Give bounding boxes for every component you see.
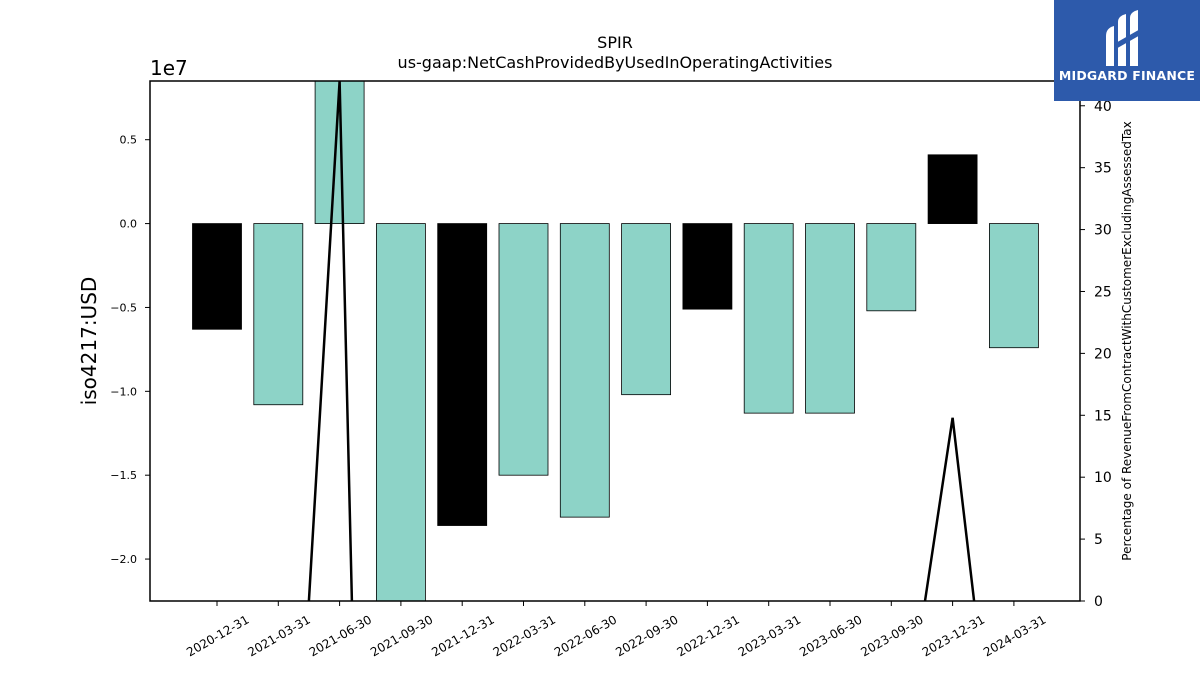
- y-right-tick-label: 40: [1094, 99, 1112, 115]
- y-tick-label: −2.0: [110, 553, 137, 566]
- bar: [621, 223, 671, 396]
- bar: [559, 223, 610, 518]
- y-tick-label: −1.0: [110, 385, 137, 398]
- y-right-tick-label: 5: [1094, 532, 1103, 548]
- bar: [498, 223, 549, 476]
- y-tick-label: 0.5: [120, 134, 138, 147]
- x-tick-label: 2023-12-31: [920, 612, 987, 659]
- x-tick-label: 2023-06-30: [797, 612, 864, 659]
- x-tick-label: 2022-09-30: [613, 612, 680, 659]
- y-right-tick-label: 15: [1094, 408, 1112, 424]
- bar: [192, 223, 242, 330]
- bar: [682, 223, 733, 310]
- x-tick-label: 2022-03-31: [491, 612, 558, 659]
- plot-frame: [149, 80, 1081, 602]
- y-right-tick-label: 20: [1094, 346, 1112, 362]
- x-tick-label: 2021-09-30: [368, 612, 435, 659]
- x-tick-label: 2022-06-30: [552, 612, 619, 659]
- bar: [253, 223, 304, 406]
- y-right-tick-label: 0: [1094, 594, 1103, 610]
- line-segment: [923, 417, 976, 601]
- x-tick-label: 2021-03-31: [245, 612, 312, 659]
- bar: [743, 223, 794, 414]
- x-tick-label: 2023-09-30: [858, 612, 925, 659]
- y-tick-label: −1.5: [110, 469, 137, 482]
- x-tick-label: 2024-03-31: [981, 612, 1048, 659]
- bar: [989, 223, 1039, 349]
- x-tick-label: 2020-12-31: [184, 612, 251, 659]
- bar: [805, 223, 855, 414]
- x-tick-label: 2022-12-31: [674, 612, 741, 659]
- bar: [375, 223, 426, 601]
- y-tick-label: −0.5: [110, 301, 137, 314]
- bar: [866, 223, 917, 312]
- bar: [437, 223, 488, 526]
- x-tick-label: 2021-06-30: [307, 612, 374, 659]
- y-axis-label-right: Percentage of RevenueFromContractWithCus…: [1120, 121, 1134, 560]
- bar: [927, 154, 978, 224]
- line-series: [307, 81, 976, 601]
- logo-text: MIDGARD FINANCE: [1058, 68, 1196, 83]
- y-tick-label: 0.0: [120, 218, 138, 231]
- bars: [192, 81, 1039, 601]
- y-right-tick-label: 30: [1094, 223, 1112, 239]
- chart-subtitle: us-gaap:NetCashProvidedByUsedInOperating…: [398, 53, 833, 72]
- y-right-tick-label: 25: [1094, 284, 1112, 300]
- logo-icon: [1106, 10, 1142, 66]
- offset-text: 1e7: [150, 56, 188, 80]
- x-tick-label: 2021-12-31: [429, 612, 496, 659]
- line-segment: [307, 81, 354, 601]
- x-tick-label: 2023-03-31: [736, 612, 803, 659]
- chart-title: SPIR: [597, 33, 633, 52]
- brand-logo: MIDGARD FINANCE: [1054, 0, 1200, 101]
- y-axis-label: iso4217:USD: [77, 277, 101, 406]
- y-right-tick-label: 35: [1094, 161, 1112, 177]
- y-right-tick-label: 10: [1094, 470, 1112, 486]
